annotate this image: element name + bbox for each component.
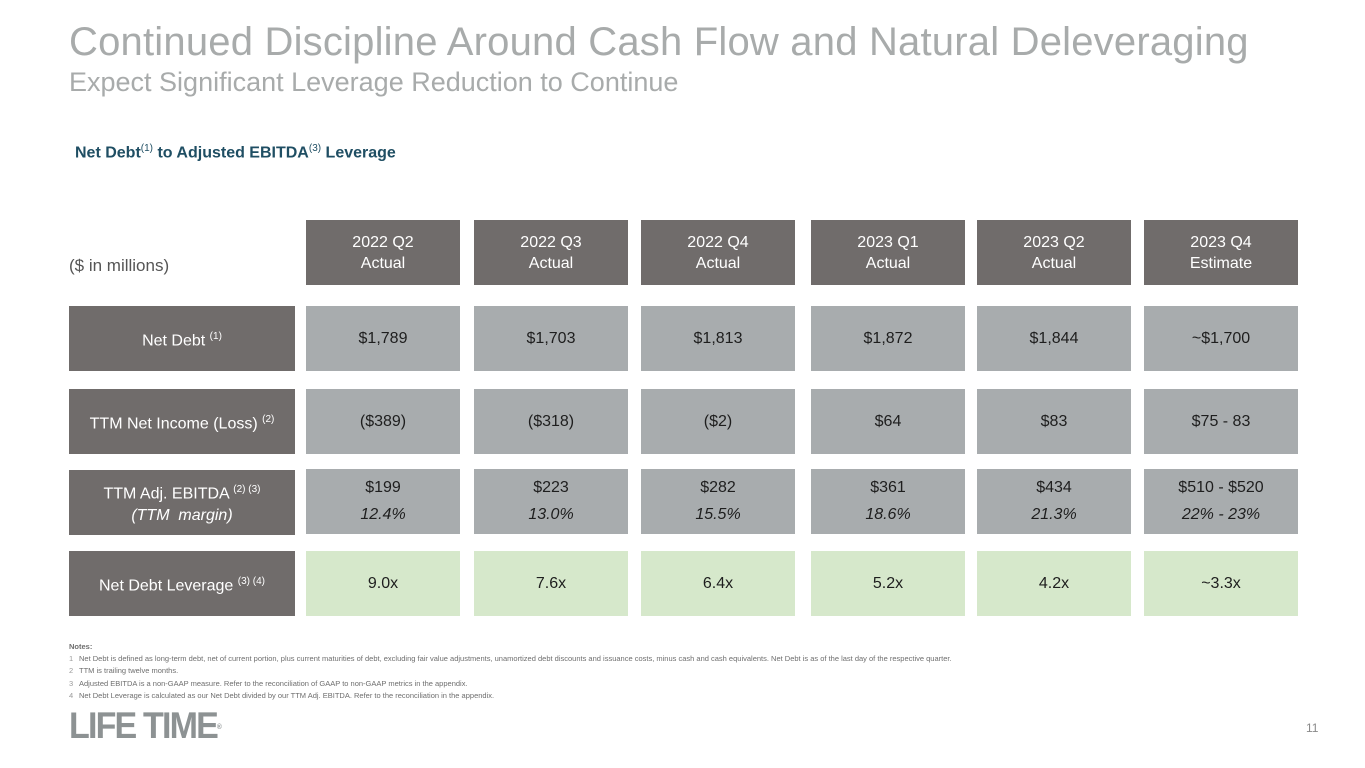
net-debt-cell: $1,813 [641, 306, 795, 371]
adj-ebitda-cell: $434 21.3% [977, 469, 1131, 534]
footnotes: Notes: 1 Net Debt is defined as long-term… [69, 641, 952, 702]
units-label: ($ in millions) [69, 256, 170, 275]
row-label-net-income: TTM Net Income (Loss) (2) [69, 389, 295, 454]
net-income-cell: ($389) [306, 389, 460, 454]
net-income-cell: $64 [811, 389, 965, 454]
footnote-4: 4 Net Debt Leverage is calculated as our … [69, 690, 495, 700]
net-debt-cell: $1,789 [306, 306, 460, 371]
adj-ebitda-cell: $223 13.0% [474, 469, 628, 534]
net-debt-cell: $1,844 [977, 306, 1131, 371]
adj-ebitda-cell: $510 - $520 22% - 23% [1144, 469, 1298, 534]
leverage-cell: 9.0x [306, 551, 460, 616]
adj-ebitda-cell: $361 18.6% [811, 469, 965, 534]
column-header-2023-q4: 2023 Q4 Estimate [1144, 220, 1298, 285]
footnote-1: 1 Net Debt is defined as long-term debt, … [69, 654, 952, 664]
leverage-cell: 5.2x [811, 551, 965, 616]
section-heading: Net Debt(1) to Adjusted EBITDA(3) Levera… [75, 143, 396, 162]
leverage-cell: ~3.3x [1144, 551, 1298, 616]
row-label-net-debt: Net Debt (1) [69, 306, 295, 371]
notes-heading: Notes: [69, 642, 93, 651]
page-number: 11 [1306, 721, 1319, 735]
column-header-2023-q1: 2023 Q1 Actual [811, 220, 965, 285]
adj-ebitda-cell: $199 12.4% [306, 469, 460, 534]
column-header-2023-q2: 2023 Q2 Actual [977, 220, 1131, 285]
column-header-2022-q2: 2022 Q2 Actual [306, 220, 460, 285]
net-income-cell: ($318) [474, 389, 628, 454]
column-header-2022-q3: 2022 Q3 Actual [474, 220, 628, 285]
leverage-cell: 4.2x [977, 551, 1131, 616]
page-title: Continued Discipline Around Cash Flow an… [69, 20, 1249, 64]
net-debt-cell: $1,872 [811, 306, 965, 371]
leverage-cell: 6.4x [641, 551, 795, 616]
net-debt-cell: ~$1,700 [1144, 306, 1298, 371]
row-label-net-debt-leverage: Net Debt Leverage (3) (4) [69, 551, 295, 616]
net-debt-cell: $1,703 [474, 306, 628, 371]
life-time-logo: LIFE TIME® [69, 705, 222, 746]
net-income-cell: ($2) [641, 389, 795, 454]
adj-ebitda-cell: $282 15.5% [641, 469, 795, 534]
page-subtitle: Expect Significant Leverage Reduction to… [69, 67, 679, 97]
leverage-cell: 7.6x [474, 551, 628, 616]
net-income-cell: $83 [977, 389, 1131, 454]
column-header-2022-q4: 2022 Q4 Actual [641, 220, 795, 285]
footnote-3: 3 Adjusted EBITDA is a non-GAAP measure. … [69, 678, 468, 688]
footnote-2: 2 TTM is trailing twelve months. [69, 666, 179, 676]
row-label-adj-ebitda: TTM Adj. EBITDA (2) (3) (TTM margin) [69, 470, 295, 535]
net-income-cell: $75 - 83 [1144, 389, 1298, 454]
